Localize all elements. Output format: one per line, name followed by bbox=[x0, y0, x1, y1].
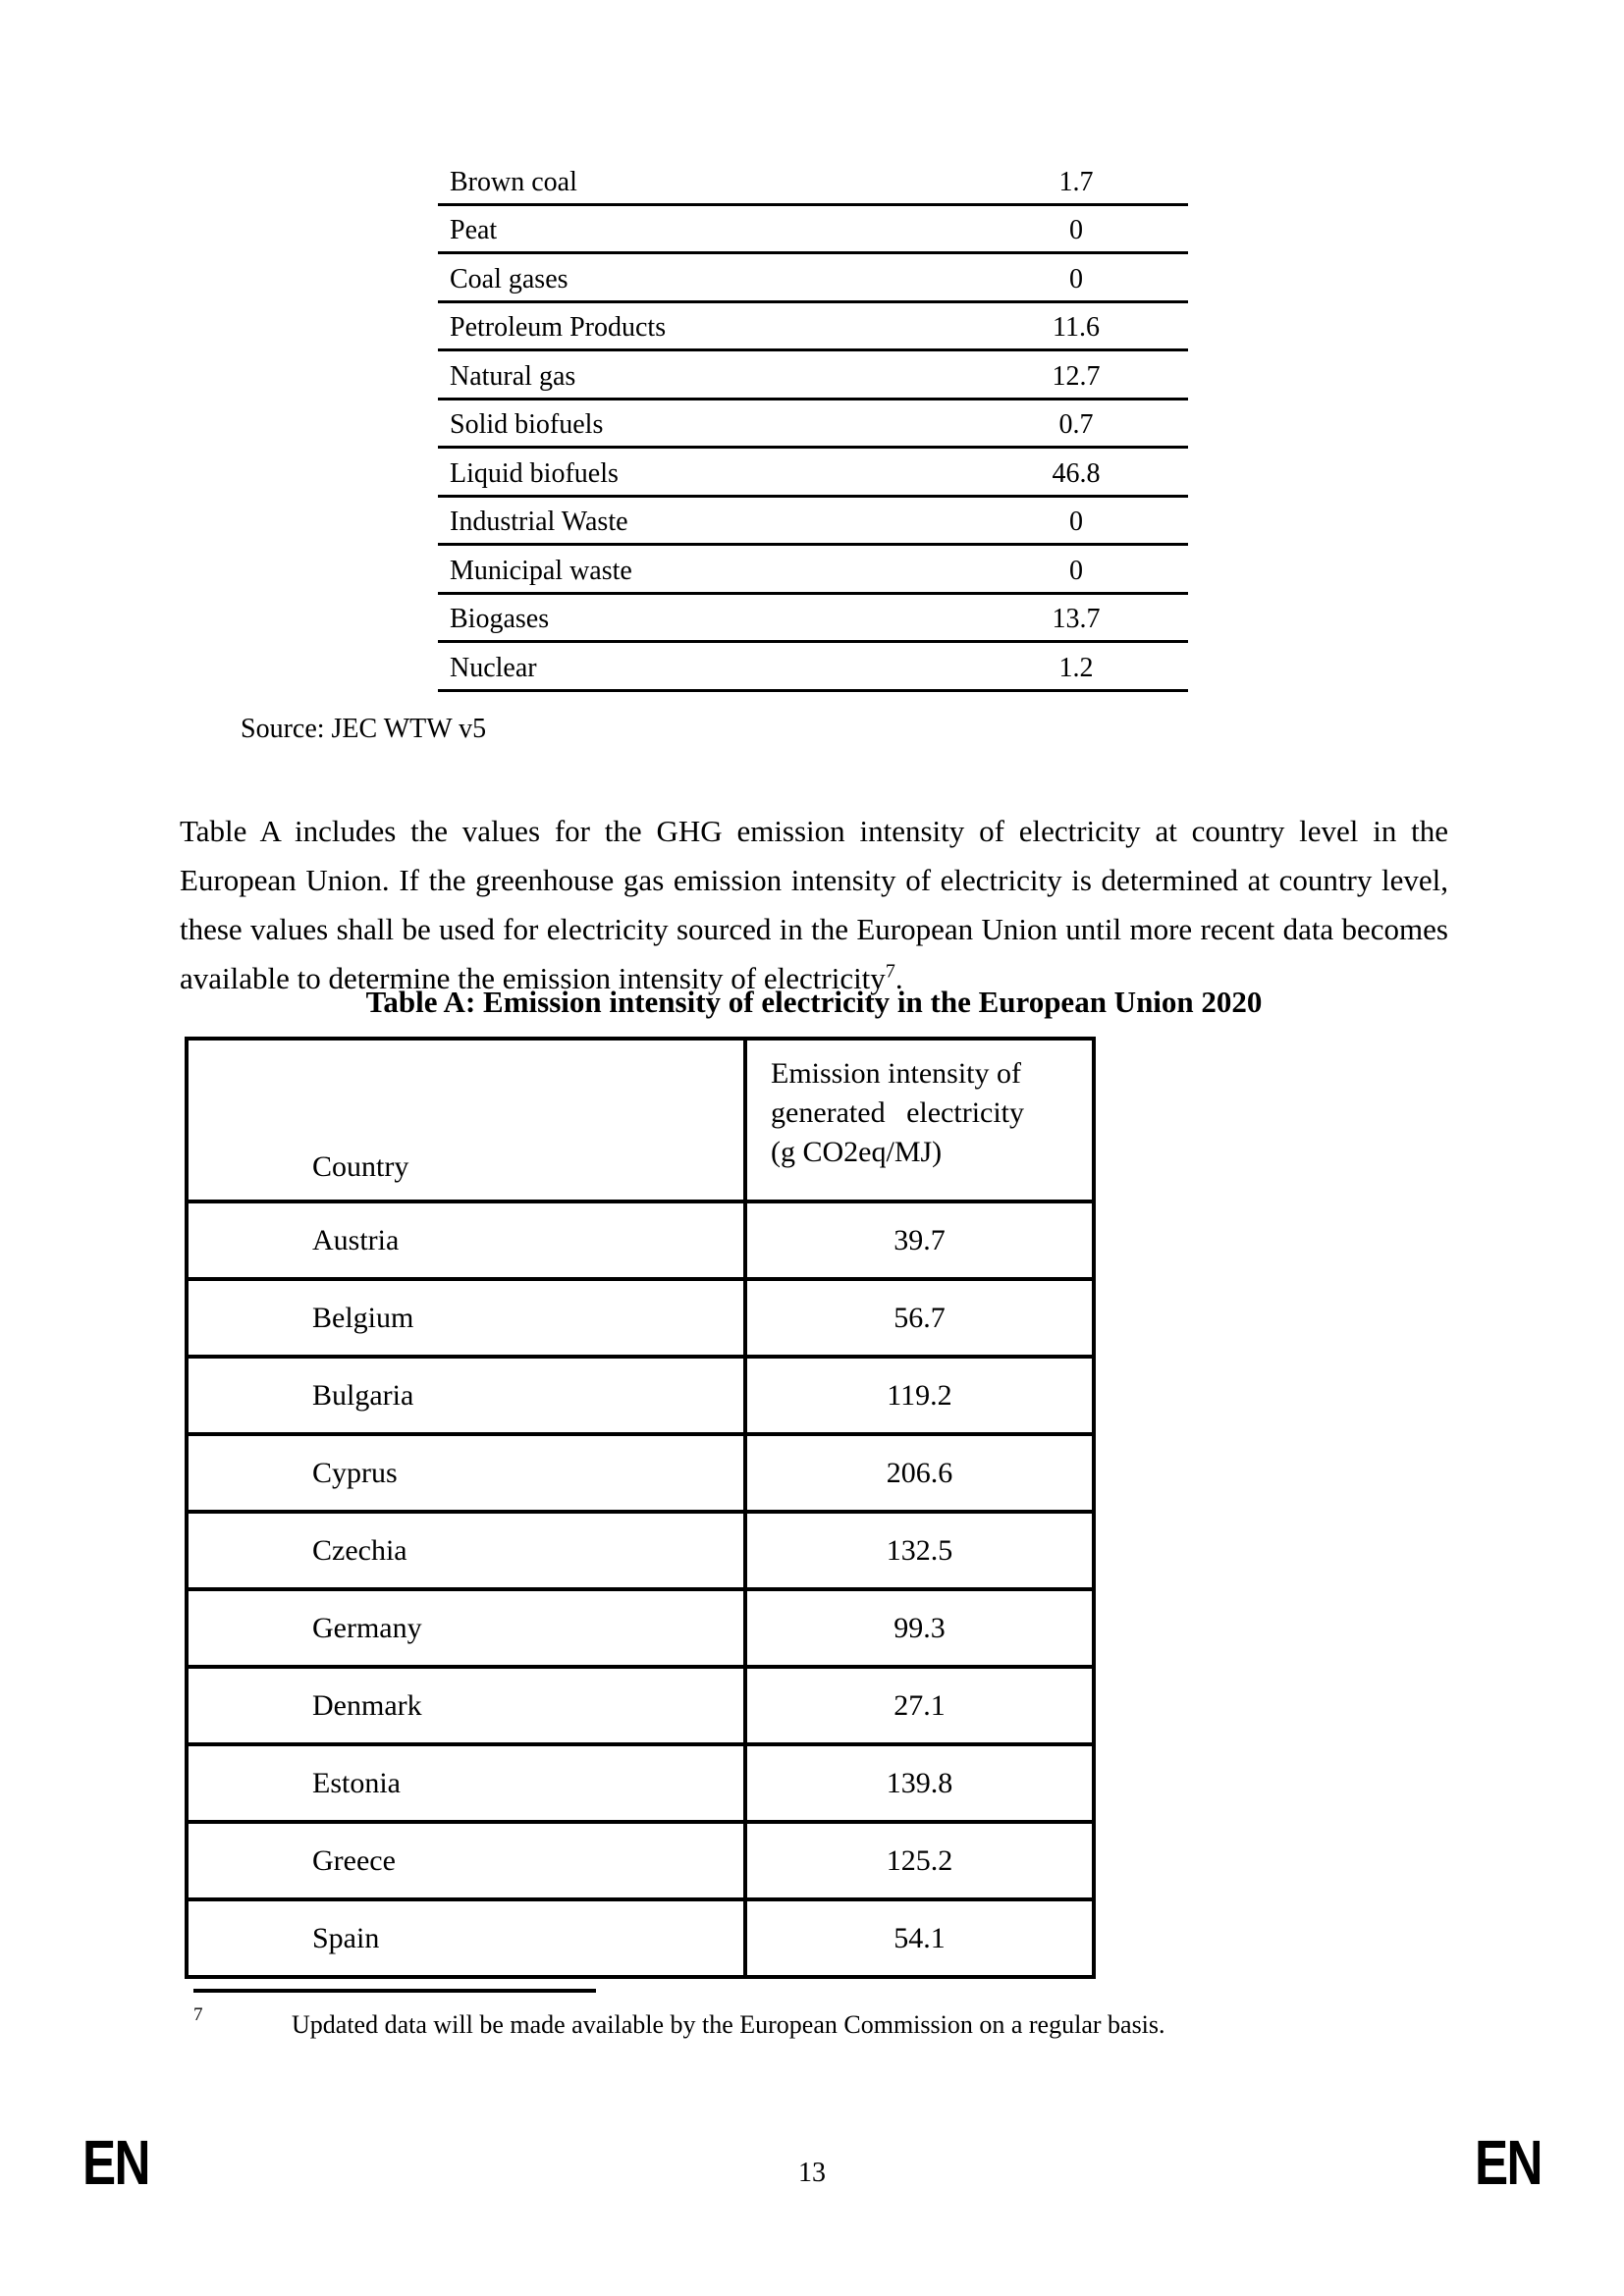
table-row: Czechia 132.5 bbox=[185, 1510, 1096, 1591]
country-cell: Denmark bbox=[185, 1665, 747, 1746]
table-a: Country Emission intensity of generated … bbox=[185, 1037, 1096, 1979]
country-cell: Greece bbox=[185, 1820, 747, 1901]
table-row: Estonia 139.8 bbox=[185, 1742, 1096, 1824]
fuel-label: Brown coal bbox=[450, 166, 577, 197]
fuel-label: Coal gases bbox=[450, 263, 568, 294]
fuel-value: 46.8 bbox=[1052, 457, 1101, 489]
footnote-reference: 7 bbox=[885, 960, 895, 983]
country-cell: Bulgaria bbox=[185, 1355, 747, 1436]
table-row: Municipal waste 0 bbox=[438, 546, 1188, 595]
table-a-title: Table A: Emission intensity of electrici… bbox=[365, 985, 1263, 1019]
fuel-label: Municipal waste bbox=[450, 555, 632, 586]
fuel-value: 12.7 bbox=[1052, 360, 1101, 392]
body-paragraph: Table A includes the values for the GHG … bbox=[180, 807, 1448, 1003]
table-row: Biogases 13.7 bbox=[438, 595, 1188, 643]
table-row: Brown coal 1.7 bbox=[438, 157, 1188, 206]
table-row: Coal gases 0 bbox=[438, 254, 1188, 303]
table-row: Peat 0 bbox=[438, 206, 1188, 254]
fuel-value: 1.2 bbox=[1058, 652, 1094, 683]
table-row: Cyprus 206.6 bbox=[185, 1432, 1096, 1514]
country-cell: Czechia bbox=[185, 1510, 747, 1591]
country-cell: Spain bbox=[185, 1897, 747, 1979]
page-number: 13 bbox=[798, 2158, 826, 2188]
fuel-emission-table: Brown coal 1.7 Peat 0 Coal gases 0 Petro… bbox=[438, 157, 1188, 692]
table-row: Liquid biofuels 46.8 bbox=[438, 449, 1188, 498]
fuel-label: Liquid biofuels bbox=[450, 457, 619, 489]
header-line: (g CO2eq/MJ) bbox=[771, 1136, 943, 1168]
fuel-value: 0 bbox=[1069, 555, 1083, 586]
fuel-label: Biogases bbox=[450, 604, 550, 634]
table-row: Natural gas 12.7 bbox=[438, 351, 1188, 400]
country-cell: Austria bbox=[185, 1200, 747, 1281]
fuel-value: 0 bbox=[1069, 263, 1083, 294]
fuel-value: 1.7 bbox=[1058, 166, 1094, 197]
value-cell: 56.7 bbox=[743, 1277, 1096, 1359]
country-cell: Estonia bbox=[185, 1742, 747, 1824]
table-row: Bulgaria 119.2 bbox=[185, 1355, 1096, 1436]
value-cell: 27.1 bbox=[743, 1665, 1096, 1746]
value-cell: 206.6 bbox=[743, 1432, 1096, 1514]
value-cell: 99.3 bbox=[743, 1587, 1096, 1669]
table-row: Solid biofuels 0.7 bbox=[438, 400, 1188, 449]
value-cell: 39.7 bbox=[743, 1200, 1096, 1281]
language-marker-left: EN bbox=[82, 2127, 151, 2198]
table-row: Denmark 27.1 bbox=[185, 1665, 1096, 1746]
column-header-country: Country bbox=[185, 1037, 747, 1203]
country-cell: Belgium bbox=[185, 1277, 747, 1359]
fuel-label: Industrial Waste bbox=[450, 507, 628, 537]
header-line: generated electricity bbox=[771, 1096, 1025, 1129]
fuel-label: Peat bbox=[450, 215, 498, 245]
table-row: Austria 39.7 bbox=[185, 1200, 1096, 1281]
fuel-value: 11.6 bbox=[1053, 312, 1100, 343]
table-row: Spain 54.1 bbox=[185, 1897, 1096, 1979]
paragraph-text: Table A includes the values for the GHG … bbox=[180, 814, 1448, 995]
table-row: Industrial Waste 0 bbox=[438, 498, 1188, 546]
table-row: Belgium 56.7 bbox=[185, 1277, 1096, 1359]
fuel-value: 0.7 bbox=[1058, 409, 1094, 440]
value-cell: 54.1 bbox=[743, 1897, 1096, 1979]
fuel-value: 0 bbox=[1069, 215, 1083, 245]
footnote-text: Updated data will be made available by t… bbox=[292, 2010, 1165, 2039]
value-cell: 139.8 bbox=[743, 1742, 1096, 1824]
table-row: Nuclear 1.2 bbox=[438, 643, 1188, 692]
table-row: Petroleum Products 11.6 bbox=[438, 303, 1188, 351]
fuel-label: Solid biofuels bbox=[450, 409, 604, 440]
value-cell: 119.2 bbox=[743, 1355, 1096, 1436]
value-cell: 125.2 bbox=[743, 1820, 1096, 1901]
source-note: Source: JEC WTW v5 bbox=[241, 714, 487, 744]
column-header-emission-intensity: Emission intensity of generated electric… bbox=[743, 1037, 1096, 1203]
footnote-marker: 7 bbox=[193, 2004, 203, 2025]
fuel-label: Natural gas bbox=[450, 360, 576, 392]
table-header-row: Country Emission intensity of generated … bbox=[185, 1037, 1096, 1203]
country-cell: Germany bbox=[185, 1587, 747, 1669]
fuel-value: 13.7 bbox=[1052, 604, 1101, 634]
paragraph-period: . bbox=[894, 961, 903, 995]
footnote-separator bbox=[193, 1989, 596, 1993]
header-line: Emission intensity of bbox=[771, 1057, 1021, 1090]
fuel-label: Petroleum Products bbox=[450, 312, 667, 343]
fuel-label: Nuclear bbox=[450, 652, 537, 683]
value-cell: 132.5 bbox=[743, 1510, 1096, 1591]
language-marker-right: EN bbox=[1475, 2127, 1543, 2198]
table-row: Greece 125.2 bbox=[185, 1820, 1096, 1901]
country-cell: Cyprus bbox=[185, 1432, 747, 1514]
fuel-value: 0 bbox=[1069, 507, 1083, 537]
table-row: Germany 99.3 bbox=[185, 1587, 1096, 1669]
